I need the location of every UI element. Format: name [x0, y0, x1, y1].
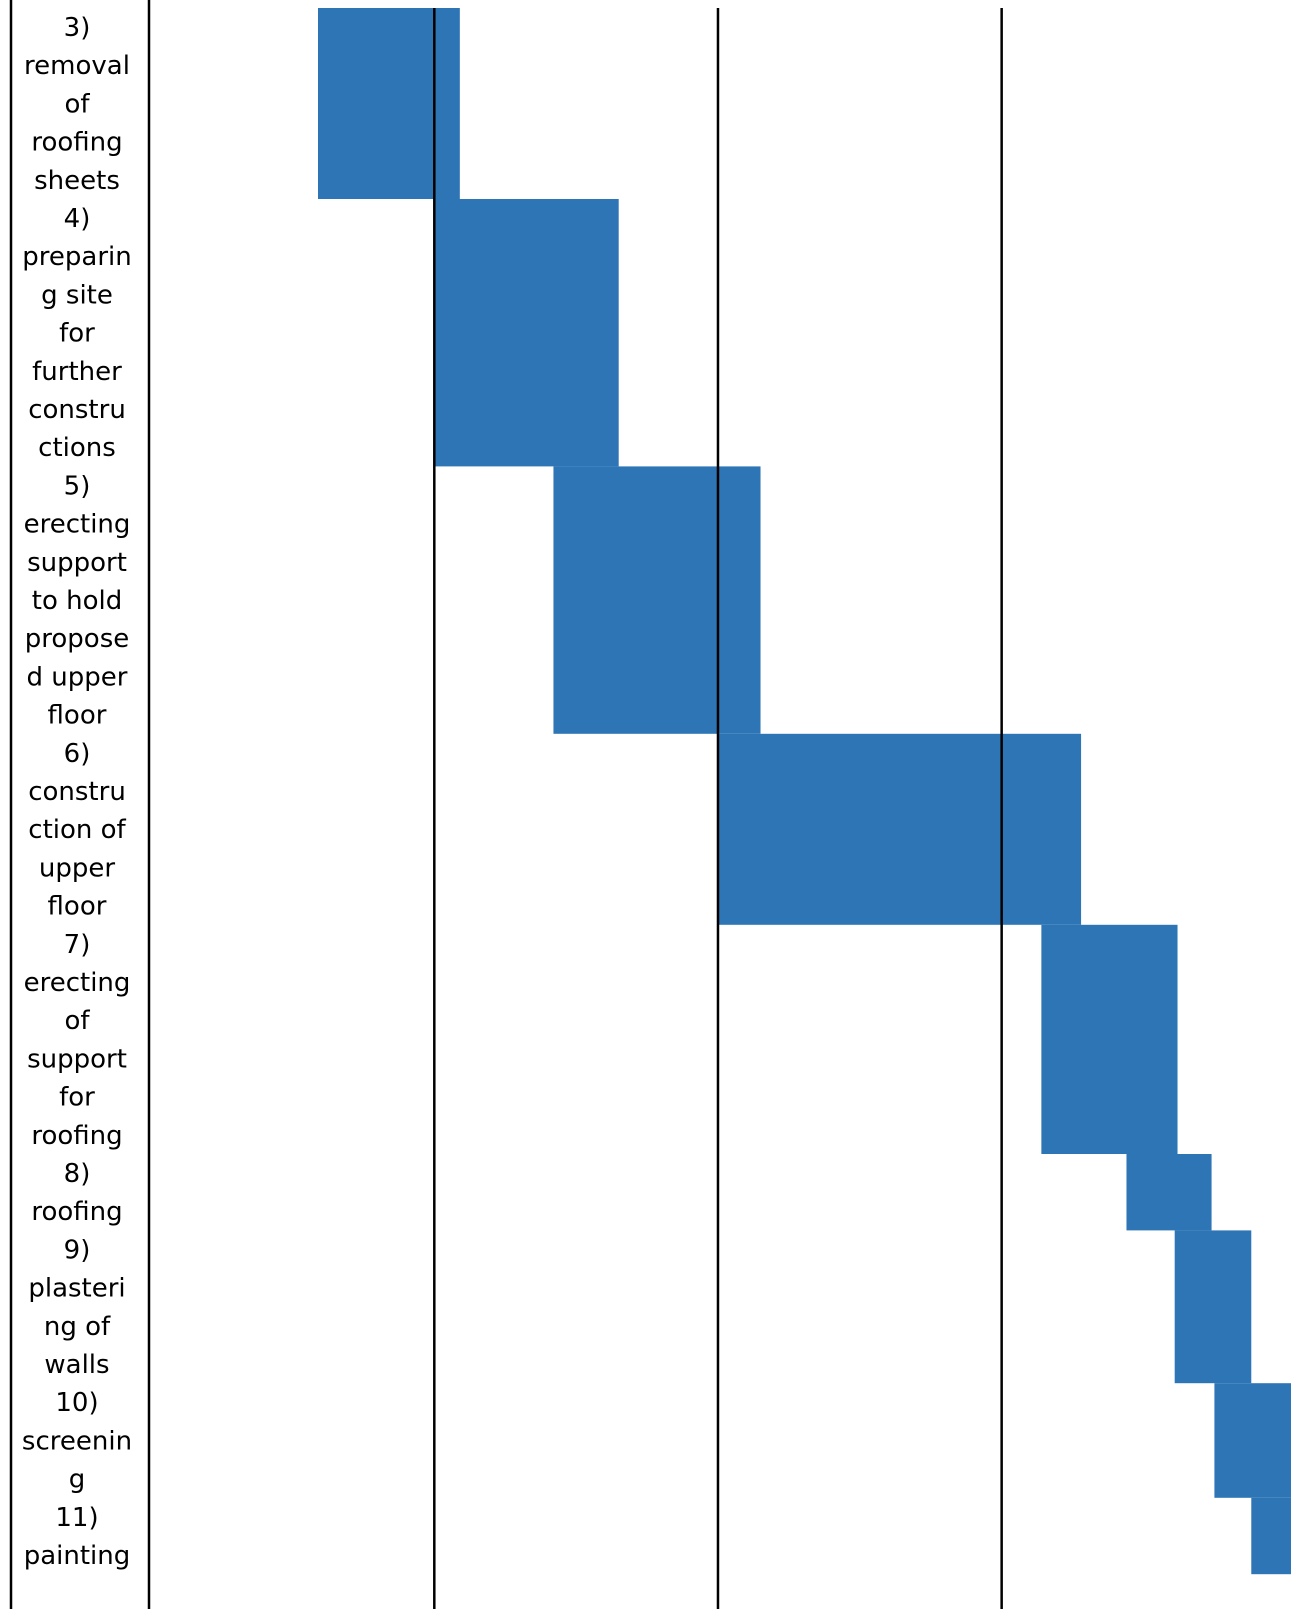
- task-label-line: of: [64, 89, 90, 119]
- task-label-line: erecting: [24, 510, 131, 540]
- task-bar: [1126, 1154, 1212, 1231]
- task-label-line: constru: [28, 777, 126, 807]
- task-label-line: further: [32, 357, 122, 387]
- task-label-line: painting: [24, 1541, 131, 1571]
- task-label-line: floor: [48, 892, 107, 922]
- task-label-line: sheets: [34, 166, 120, 196]
- task-label-line: 6): [64, 739, 91, 769]
- task-bar: [1214, 1383, 1291, 1498]
- task-label-line: 11): [55, 1503, 98, 1533]
- task-label-line: g: [69, 1465, 86, 1495]
- task-label-line: propose: [25, 624, 129, 654]
- task-bar: [553, 466, 761, 734]
- task-label-line: removal: [24, 51, 130, 81]
- task-label-line: to hold: [32, 586, 122, 616]
- task-label-line: 9): [64, 1235, 91, 1265]
- task-bar: [318, 8, 460, 199]
- task-label-line: roofing: [31, 128, 122, 158]
- task-label-line: ction of: [28, 815, 126, 845]
- task-label-line: 4): [64, 204, 91, 234]
- task-label-line: roofing: [31, 1197, 122, 1227]
- task-label-line: plasteri: [28, 1274, 125, 1304]
- task-label-line: for: [59, 1083, 95, 1113]
- task-label-line: of: [64, 1006, 90, 1036]
- task-label-line: ctions: [38, 433, 116, 463]
- task-label-line: support: [27, 1044, 127, 1074]
- task-label-line: screenin: [22, 1426, 132, 1456]
- task-label-line: roofing: [31, 1121, 122, 1151]
- task-bar: [717, 733, 1082, 925]
- task-label-line: d upper: [27, 662, 128, 692]
- task-label-line: 10): [55, 1388, 98, 1418]
- task-bar: [434, 199, 619, 467]
- task-bar: [1041, 924, 1178, 1154]
- task-bar: [1251, 1497, 1291, 1575]
- task-label-line: erecting: [24, 968, 131, 998]
- task-label-line: for: [59, 319, 95, 349]
- task-label-line: 5): [64, 471, 91, 501]
- task-label-line: preparin: [22, 242, 131, 272]
- task-bar: [1174, 1230, 1252, 1384]
- task-label-line: 8): [64, 1159, 91, 1189]
- task-label-line: 7): [64, 930, 91, 960]
- task-label-line: walls: [44, 1350, 109, 1380]
- task-label-line: g site: [41, 280, 113, 310]
- task-label-line: upper: [39, 853, 115, 883]
- task-label-line: 3): [64, 13, 91, 43]
- task-label-line: floor: [48, 701, 107, 731]
- task-label-line: constru: [28, 395, 126, 425]
- task-label-line: support: [27, 548, 127, 578]
- task-label-line: ng of: [44, 1312, 111, 1342]
